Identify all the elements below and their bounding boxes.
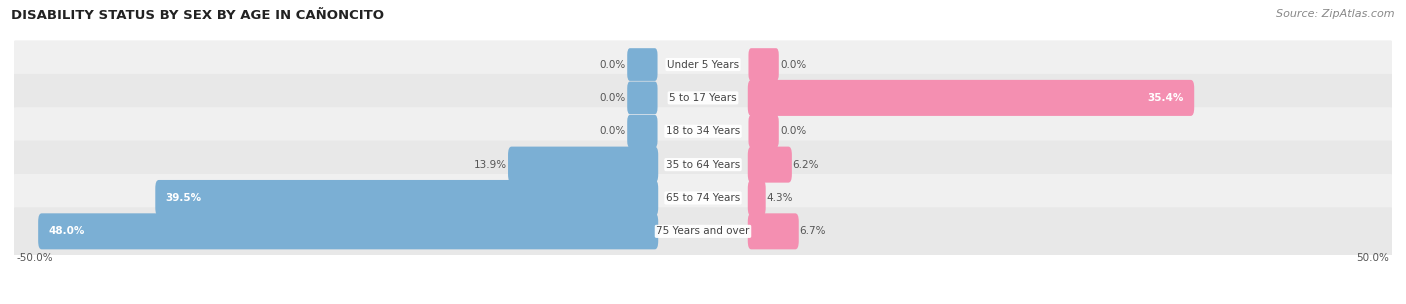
Text: 39.5%: 39.5%	[166, 193, 201, 203]
Text: 75 Years and over: 75 Years and over	[657, 226, 749, 236]
FancyBboxPatch shape	[748, 80, 1194, 116]
Text: 5 to 17 Years: 5 to 17 Years	[669, 93, 737, 103]
FancyBboxPatch shape	[11, 141, 1395, 189]
Text: 0.0%: 0.0%	[599, 60, 626, 70]
FancyBboxPatch shape	[11, 74, 1395, 124]
FancyBboxPatch shape	[627, 48, 658, 81]
FancyBboxPatch shape	[508, 147, 658, 183]
Text: 0.0%: 0.0%	[780, 60, 807, 70]
FancyBboxPatch shape	[11, 41, 1395, 91]
Text: Under 5 Years: Under 5 Years	[666, 60, 740, 70]
FancyBboxPatch shape	[748, 213, 799, 249]
Text: 18 to 34 Years: 18 to 34 Years	[666, 126, 740, 136]
FancyBboxPatch shape	[11, 208, 1395, 258]
FancyBboxPatch shape	[748, 115, 779, 148]
FancyBboxPatch shape	[748, 147, 792, 183]
FancyBboxPatch shape	[11, 207, 1395, 256]
FancyBboxPatch shape	[11, 174, 1395, 224]
Text: 6.2%: 6.2%	[793, 160, 820, 170]
FancyBboxPatch shape	[11, 107, 1395, 156]
FancyBboxPatch shape	[748, 48, 779, 81]
FancyBboxPatch shape	[155, 180, 658, 216]
Text: 0.0%: 0.0%	[599, 93, 626, 103]
FancyBboxPatch shape	[11, 174, 1395, 223]
Text: 48.0%: 48.0%	[48, 226, 84, 236]
FancyBboxPatch shape	[38, 213, 658, 249]
Text: 13.9%: 13.9%	[474, 160, 508, 170]
FancyBboxPatch shape	[11, 40, 1395, 89]
FancyBboxPatch shape	[11, 74, 1395, 123]
Text: 4.3%: 4.3%	[766, 193, 793, 203]
Text: 50.0%: 50.0%	[1357, 253, 1389, 263]
FancyBboxPatch shape	[627, 115, 658, 148]
Text: 0.0%: 0.0%	[780, 126, 807, 136]
Text: 35.4%: 35.4%	[1147, 93, 1184, 103]
FancyBboxPatch shape	[627, 81, 658, 114]
Text: Source: ZipAtlas.com: Source: ZipAtlas.com	[1277, 9, 1395, 19]
FancyBboxPatch shape	[748, 180, 766, 216]
Text: 0.0%: 0.0%	[599, 126, 626, 136]
Text: 65 to 74 Years: 65 to 74 Years	[666, 193, 740, 203]
Text: -50.0%: -50.0%	[17, 253, 53, 263]
Text: 6.7%: 6.7%	[800, 226, 825, 236]
FancyBboxPatch shape	[11, 108, 1395, 157]
Text: DISABILITY STATUS BY SEX BY AGE IN CAÑONCITO: DISABILITY STATUS BY SEX BY AGE IN CAÑON…	[11, 9, 384, 22]
FancyBboxPatch shape	[11, 141, 1395, 191]
Text: 35 to 64 Years: 35 to 64 Years	[666, 160, 740, 170]
